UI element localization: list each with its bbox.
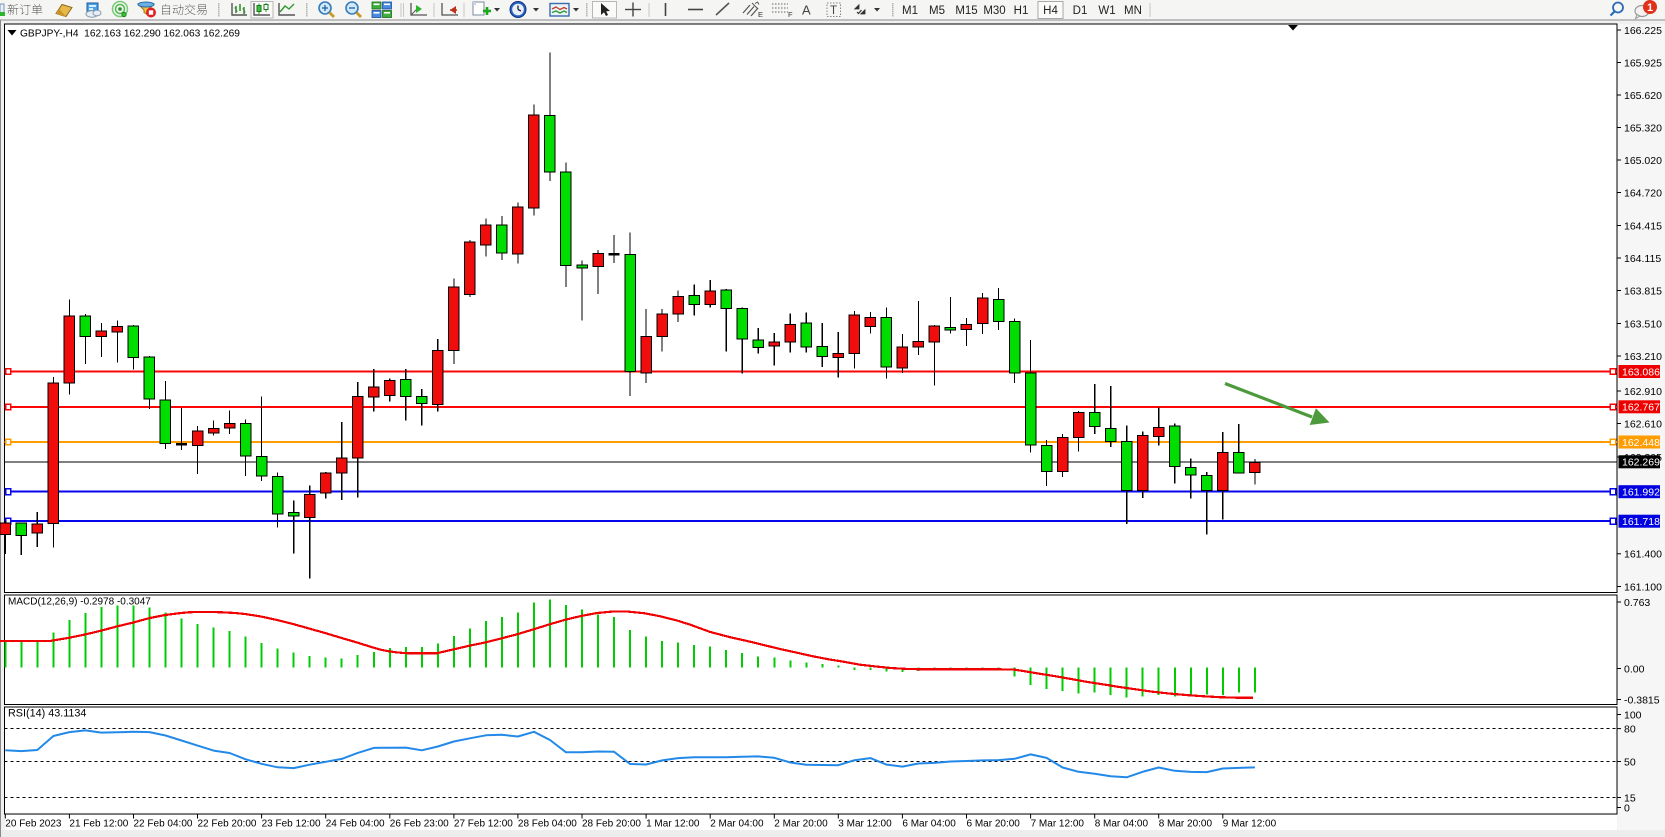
svg-text:164.115: 164.115 — [1624, 253, 1661, 265]
svg-text:28 Feb 20:00: 28 Feb 20:00 — [582, 819, 641, 830]
svg-text:H4: H4 — [1043, 5, 1058, 17]
svg-text:GBPJPY-,H4 162.163 162.290 16: GBPJPY-,H4 162.163 162.290 162.063 162.2… — [20, 29, 240, 40]
svg-text:164.415: 164.415 — [1624, 220, 1662, 232]
svg-text:9 Mar 12:00: 9 Mar 12:00 — [1223, 819, 1277, 830]
svg-text:M30: M30 — [983, 5, 1005, 17]
svg-text:2 Mar 20:00: 2 Mar 20:00 — [774, 819, 828, 830]
svg-text:6 Mar 20:00: 6 Mar 20:00 — [967, 819, 1021, 830]
svg-text:161.100: 161.100 — [1624, 581, 1662, 593]
svg-text:1 Mar 12:00: 1 Mar 12:00 — [646, 819, 700, 830]
svg-text:0.00: 0.00 — [1624, 663, 1645, 675]
svg-text:162.269: 162.269 — [1622, 457, 1660, 469]
svg-text:162.767: 162.767 — [1622, 402, 1660, 414]
svg-text:100: 100 — [1624, 709, 1642, 721]
svg-text:165.320: 165.320 — [1624, 122, 1662, 134]
svg-text:162.910: 162.910 — [1624, 386, 1662, 398]
svg-text:T: T — [830, 5, 837, 17]
svg-text:-0.3815: -0.3815 — [1624, 694, 1660, 706]
svg-text:165.020: 165.020 — [1624, 155, 1662, 167]
svg-text:0: 0 — [1624, 802, 1630, 814]
svg-text:26 Feb 23:00: 26 Feb 23:00 — [390, 819, 449, 830]
svg-text:H1: H1 — [1014, 5, 1029, 17]
svg-text:22 Feb 20:00: 22 Feb 20:00 — [198, 819, 257, 830]
svg-text:28 Feb 04:00: 28 Feb 04:00 — [518, 819, 577, 830]
svg-text:23 Feb 12:00: 23 Feb 12:00 — [262, 819, 321, 830]
svg-text:165.620: 165.620 — [1624, 90, 1662, 102]
svg-text:166.225: 166.225 — [1624, 25, 1662, 37]
svg-text:MACD(12,26,9) -0.2978 -0.3047: MACD(12,26,9) -0.2978 -0.3047 — [8, 597, 151, 608]
svg-text:162.610: 162.610 — [1624, 418, 1662, 430]
svg-text:8 Mar 04:00: 8 Mar 04:00 — [1095, 819, 1149, 830]
svg-text:50: 50 — [1624, 756, 1636, 768]
svg-text:161.718: 161.718 — [1622, 516, 1660, 528]
svg-text:163.815: 163.815 — [1624, 285, 1662, 297]
svg-text:1: 1 — [1647, 2, 1653, 14]
svg-text:W1: W1 — [1098, 5, 1115, 17]
svg-text:161.400: 161.400 — [1624, 549, 1662, 561]
svg-text:E: E — [758, 10, 763, 19]
svg-text:24 Feb 04:00: 24 Feb 04:00 — [326, 819, 385, 830]
svg-text:8 Mar 20:00: 8 Mar 20:00 — [1159, 819, 1213, 830]
svg-text:M1: M1 — [902, 5, 918, 17]
svg-text:M15: M15 — [955, 5, 977, 17]
svg-text:F: F — [788, 10, 793, 19]
svg-text:M5: M5 — [929, 5, 945, 17]
svg-text:164.720: 164.720 — [1624, 187, 1662, 199]
svg-text:21 Feb 12:00: 21 Feb 12:00 — [69, 819, 128, 830]
svg-text:RSI(14) 43.1134: RSI(14) 43.1134 — [8, 708, 86, 720]
svg-text:D1: D1 — [1073, 5, 1088, 17]
svg-text:27 Feb 12:00: 27 Feb 12:00 — [454, 819, 513, 830]
svg-text:6 Mar 04:00: 6 Mar 04:00 — [902, 819, 956, 830]
svg-text:165.925: 165.925 — [1624, 57, 1662, 69]
svg-text:0.763: 0.763 — [1624, 597, 1650, 609]
svg-text:7 Mar 12:00: 7 Mar 12:00 — [1031, 819, 1085, 830]
svg-text:3 Mar 12:00: 3 Mar 12:00 — [838, 819, 892, 830]
svg-text:80: 80 — [1624, 723, 1636, 735]
svg-text:MN: MN — [1124, 5, 1142, 17]
svg-text:163.210: 163.210 — [1624, 351, 1662, 363]
svg-text:15: 15 — [1624, 792, 1636, 804]
svg-text:A: A — [802, 3, 811, 18]
svg-text:163.510: 163.510 — [1624, 318, 1662, 330]
svg-text:2 Mar 04:00: 2 Mar 04:00 — [710, 819, 764, 830]
svg-text:163.086: 163.086 — [1622, 366, 1660, 378]
svg-text:162.448: 162.448 — [1622, 437, 1660, 449]
svg-text:161.992: 161.992 — [1622, 487, 1660, 499]
svg-text:22 Feb 04:00: 22 Feb 04:00 — [134, 819, 193, 830]
svg-text:20 Feb 2023: 20 Feb 2023 — [5, 819, 62, 830]
